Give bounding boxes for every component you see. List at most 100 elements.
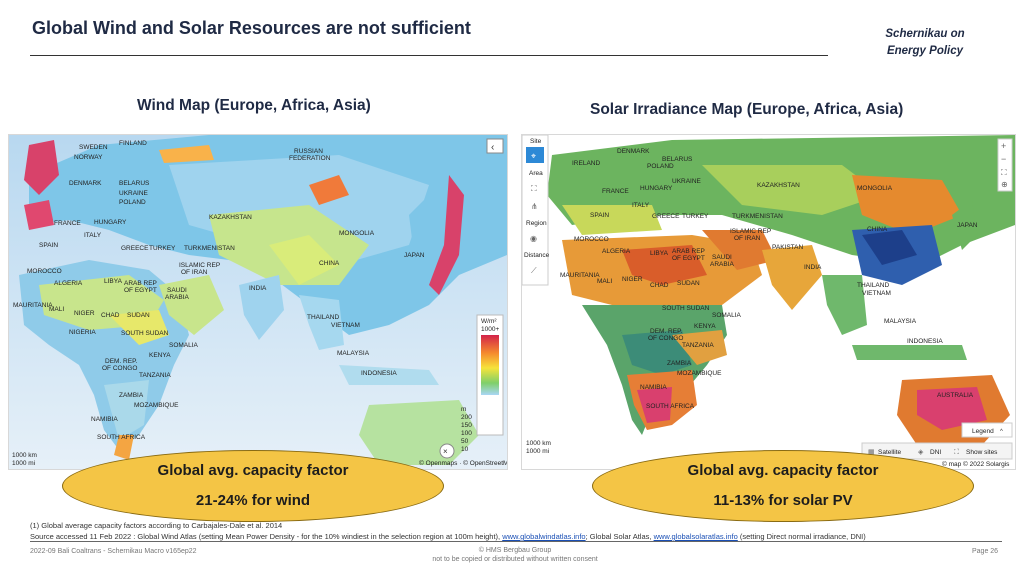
solar-label-turkmenistan: TURKMENISTAN <box>732 213 783 220</box>
solar-label-mongolia: MONGOLIA <box>857 185 893 192</box>
solar-label-belarus: BELARUS <box>662 156 693 163</box>
footer-disclaimer: not to be copied or distributed without … <box>432 556 598 563</box>
solar-label-turkey: TURKEY <box>682 213 709 220</box>
label-spain: SPAIN <box>39 242 58 249</box>
wind-callout-line1: Global avg. capacity factor <box>157 462 349 479</box>
label-mali: MALI <box>49 306 64 313</box>
solar-label-thailand: THAILAND <box>857 282 889 289</box>
zoom-out-icon[interactable]: − <box>1001 154 1006 164</box>
solar-scale-km: 1000 km <box>526 440 551 447</box>
locate-icon[interactable]: ⊕ <box>1001 180 1008 189</box>
label-hungary: HUNGARY <box>94 219 127 226</box>
wind-attribution: © Openmaps · © OpenStreetMap <box>419 459 507 467</box>
close-icon[interactable] <box>439 443 455 459</box>
solar-label-ireland: IRELAND <box>572 160 600 167</box>
solar-label-ukraine: UKRAINE <box>672 178 702 185</box>
satellite-button[interactable]: Satellite <box>878 449 902 456</box>
solar-label-niger: NIGER <box>622 276 643 283</box>
wind-callout-line2: 21-24% for wind <box>195 492 311 509</box>
global-wind-atlas-link[interactable]: www.globalwindatlas.info <box>502 532 586 541</box>
label-federation: FEDERATION <box>289 155 331 162</box>
brand-line-2: Energy Policy <box>886 45 964 57</box>
label-morocco: MOROCCO <box>27 268 62 275</box>
zoom-in-icon[interactable]: + <box>1001 141 1006 151</box>
legend-button-label: Legend <box>972 428 994 435</box>
solar-label-of-egypt: OF EGYPT <box>672 255 705 262</box>
globe-icon[interactable]: ◉ <box>530 234 537 243</box>
global-solar-atlas-link[interactable]: www.globalsolaratlas.info <box>653 532 738 541</box>
label-of-congo: OF CONGO <box>102 365 137 372</box>
solar-label-zambia: ZAMBIA <box>667 360 692 367</box>
label-ukraine: UKRAINE <box>119 190 149 197</box>
solar-label-vietnam: VIETNAM <box>862 290 891 297</box>
label-malaysia: MALAYSIA <box>337 350 370 357</box>
dni-button[interactable]: DNI <box>930 449 941 456</box>
wind-map[interactable]: SWEDEN FINLAND NORWAY RUSSIAN FEDERATION… <box>8 134 508 470</box>
area-tool-icon[interactable]: ⛶ <box>530 184 537 193</box>
solar-label-islamic-rep: ISLAMIC REP <box>730 228 771 235</box>
solar-label-mauritania: MAURITANIA <box>560 272 600 279</box>
solar-label-chad: CHAD <box>650 282 669 289</box>
label-vietnam: VIETNAM <box>331 322 360 329</box>
label-finland: FINLAND <box>119 140 147 147</box>
solar-label-malaysia: MALAYSIA <box>884 318 917 325</box>
solar-label-china: CHINA <box>867 226 888 233</box>
slide-title: Global Wind and Solar Resources are not … <box>32 18 471 38</box>
label-sweden: SWEDEN <box>79 144 108 151</box>
label-dem-rep: DEM. REP. <box>105 358 138 365</box>
solar-label-arab-rep: ARAB REP <box>672 248 705 255</box>
chevron-up-icon: ^ <box>1000 429 1003 435</box>
footnote-line-2: Source accessed 11 Feb 2022 : Global Win… <box>30 532 866 541</box>
wind-legend-top: 1000+ <box>481 326 499 333</box>
label-belarus: BELARUS <box>119 180 150 187</box>
solar-label-arabia: ARABIA <box>710 261 735 268</box>
solar-label-india: INDIA <box>804 264 822 271</box>
label-russian: RUSSIAN <box>294 148 323 155</box>
wind-scale-2: 150 <box>461 422 472 429</box>
sites-icon: ⛶ <box>954 448 959 456</box>
legend-button[interactable] <box>961 422 1013 438</box>
wind-map-title: Wind Map (Europe, Africa, Asia) <box>137 97 371 114</box>
solar-label-saudi: SAUDI <box>712 254 732 261</box>
solar-label-of-congo: OF CONGO <box>648 335 683 342</box>
solar-callout-line2: 11-13% for solar PV <box>713 492 853 509</box>
label-libya: LIBYA <box>104 278 123 285</box>
solar-label-pakistan: PAKISTAN <box>772 244 803 251</box>
footer-left: 2022-09 Bali Coaltrans - Schernikau Macr… <box>30 548 197 555</box>
label-arab-rep: ARAB REP <box>124 280 157 287</box>
solar-label-denmark: DENMARK <box>617 148 650 155</box>
label-niger: NIGER <box>74 310 95 317</box>
label-china: CHINA <box>319 260 340 267</box>
solar-label-sudan: SUDAN <box>677 280 700 287</box>
label-turkey: TURKEY <box>149 245 176 252</box>
show-sites-button[interactable]: Show sites <box>966 449 998 456</box>
solar-map[interactable]: Site ⌖ Area ⛶ ⋔ Region ◉ Distance ⟋ + − … <box>521 134 1016 470</box>
fullscreen-icon[interactable]: ⛶ <box>1000 168 1007 177</box>
label-of-iran: OF IRAN <box>181 269 208 276</box>
chevron-left-icon: ‹ <box>491 142 494 153</box>
site-tool-button[interactable] <box>526 147 544 163</box>
polygon-tool-icon[interactable]: ⋔ <box>531 202 538 211</box>
collapse-panel-button[interactable] <box>486 138 504 154</box>
map-button-bar <box>861 442 1013 460</box>
solar-label-namibia: NAMIBIA <box>640 384 667 391</box>
label-islamic-rep: ISLAMIC REP <box>179 262 220 269</box>
solar-label-australia: AUSTRALIA <box>937 392 974 399</box>
label-south-sudan: SOUTH SUDAN <box>121 330 169 337</box>
wind-scale-3: 100 <box>461 430 472 437</box>
wind-legend-gradient <box>481 335 499 395</box>
solar-label-of-iran: OF IRAN <box>734 235 761 242</box>
footer-copyright: © HMS Bergbau Group <box>478 547 552 554</box>
label-sudan: SUDAN <box>127 312 150 319</box>
label-norway: NORWAY <box>74 154 103 161</box>
solar-label-greece: GREECE <box>652 213 680 220</box>
ruler-icon[interactable]: ⟋ <box>531 266 537 275</box>
label-italy: ITALY <box>84 232 102 239</box>
wind-scale-mi: 1000 mi <box>12 460 35 467</box>
solar-label-italy: ITALY <box>632 202 650 209</box>
solar-label-france: FRANCE <box>602 188 629 195</box>
sidebar-site-label: Site <box>530 138 542 145</box>
label-arabia: ARABIA <box>165 294 190 301</box>
solar-label-dem-rep: DEM. REP. <box>650 328 683 335</box>
footer-center: © HMS Bergbau Group not to be copied or … <box>400 546 630 564</box>
